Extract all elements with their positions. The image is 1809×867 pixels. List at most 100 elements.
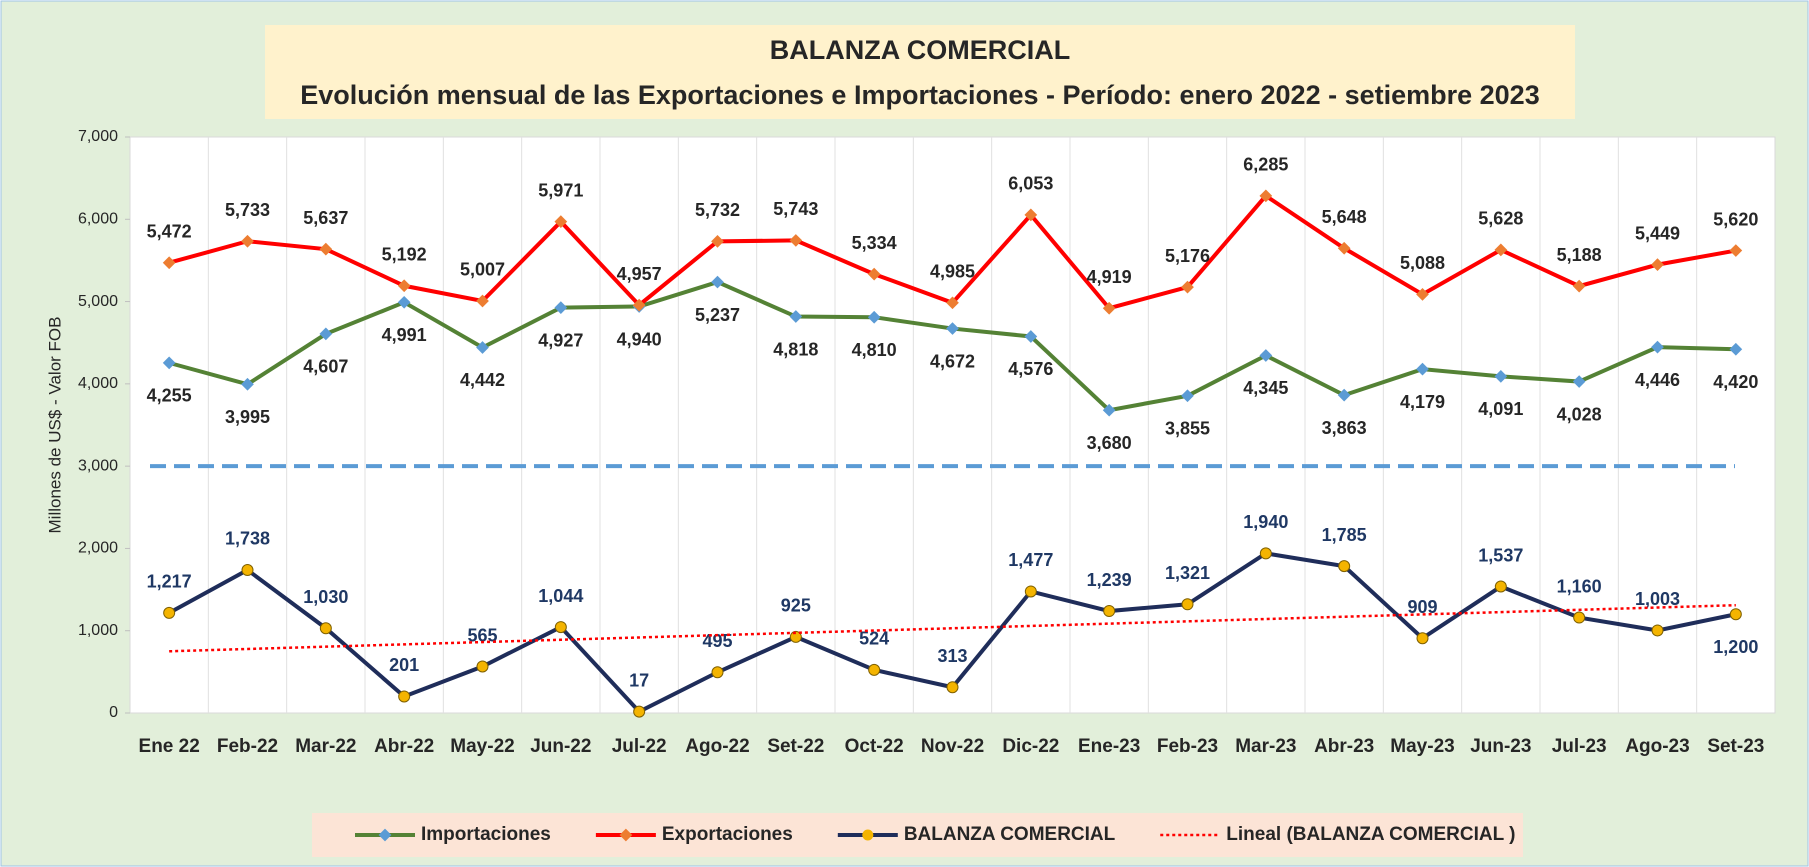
marker — [241, 563, 254, 576]
data-label: 1,217 — [147, 572, 192, 592]
data-label: 1,785 — [1322, 525, 1367, 545]
y-tick-label: 7,000 — [78, 128, 118, 145]
marker — [1573, 611, 1586, 624]
x-tick-label: Oct-22 — [845, 736, 904, 757]
marker — [1024, 585, 1037, 598]
data-label: 565 — [467, 625, 497, 645]
y-tick-label: 2,000 — [78, 540, 118, 557]
data-label: 5,007 — [460, 260, 505, 280]
x-tick-label: Ago-23 — [1625, 736, 1689, 757]
marker — [476, 294, 489, 308]
x-tick-label: Jul-22 — [612, 736, 667, 757]
data-label: 4,927 — [538, 330, 583, 350]
y-tick-label: 5,000 — [78, 293, 118, 310]
x-tick-label: May-23 — [1390, 736, 1454, 757]
data-label: 313 — [937, 646, 967, 666]
marker — [1181, 598, 1194, 611]
data-label: 1,537 — [1478, 545, 1523, 565]
x-tick-label: Jun-22 — [530, 736, 591, 757]
marker — [319, 327, 333, 341]
data-label: 5,088 — [1400, 253, 1445, 273]
data-label: 3,855 — [1165, 419, 1210, 439]
marker — [476, 660, 489, 673]
data-label: 5,334 — [852, 233, 897, 253]
data-label: 4,028 — [1557, 404, 1602, 424]
legend-label: Exportaciones — [662, 824, 793, 845]
x-tick-label: Feb-23 — [1157, 736, 1218, 757]
marker — [711, 666, 724, 679]
data-label: 4,818 — [773, 339, 818, 359]
marker — [1103, 605, 1116, 618]
data-label: 5,743 — [773, 199, 818, 219]
data-label: 1,160 — [1557, 576, 1602, 596]
marker — [241, 377, 254, 391]
data-label: 5,732 — [695, 200, 740, 220]
data-label: 4,576 — [1008, 359, 1053, 379]
marker — [241, 234, 254, 248]
data-label: 4,091 — [1478, 399, 1523, 419]
marker — [476, 341, 489, 354]
marker — [319, 622, 332, 635]
marker — [1259, 547, 1272, 560]
data-label: 6,053 — [1008, 174, 1053, 194]
y-tick-label: 0 — [109, 704, 118, 721]
data-label: 4,255 — [147, 386, 192, 406]
data-label: 1,738 — [225, 529, 270, 549]
x-tick-label: Ene-23 — [1078, 736, 1140, 757]
data-label: 1,940 — [1243, 512, 1288, 532]
data-label: 5,648 — [1322, 207, 1367, 227]
chart-title: BALANZA COMERCIAL — [770, 35, 1070, 65]
data-label: 4,442 — [460, 370, 505, 390]
data-label: 5,192 — [382, 245, 427, 265]
data-label: 909 — [1407, 597, 1437, 617]
data-label: 4,179 — [1400, 392, 1445, 412]
data-label: 1,003 — [1635, 589, 1680, 609]
data-label: 4,607 — [303, 357, 348, 377]
data-label: 4,991 — [382, 325, 427, 345]
data-label: 6,285 — [1243, 155, 1288, 175]
y-tick-label: 4,000 — [78, 375, 118, 392]
data-label: 3,680 — [1087, 433, 1132, 453]
x-tick-label: Set-23 — [1707, 736, 1764, 757]
data-label: 4,446 — [1635, 370, 1680, 390]
legend-label: Lineal (BALANZA COMERCIAL ) — [1226, 824, 1515, 845]
data-label: 5,971 — [538, 180, 583, 200]
y-axis-label: Millones de US$ - Valor FOB — [45, 317, 64, 534]
data-label: 4,957 — [617, 264, 662, 284]
x-tick-label: Mar-23 — [1235, 736, 1296, 757]
marker — [163, 606, 176, 619]
x-tick-label: Jun-23 — [1470, 736, 1531, 757]
x-tick-label: Ene 22 — [139, 736, 200, 757]
data-label: 17 — [629, 670, 649, 690]
data-label: 1,239 — [1087, 570, 1132, 590]
data-label: 4,810 — [852, 340, 897, 360]
marker — [397, 295, 411, 309]
data-label: 5,237 — [695, 305, 740, 325]
data-label: 4,985 — [930, 262, 975, 282]
chart-subtitle: Evolución mensual de las Exportaciones e… — [300, 80, 1539, 110]
marker — [1416, 632, 1429, 645]
data-label: 5,628 — [1478, 209, 1523, 229]
data-label: 5,188 — [1557, 245, 1602, 265]
title-box — [265, 25, 1575, 119]
data-label: 1,321 — [1165, 563, 1210, 583]
x-tick-label: Ago-22 — [685, 736, 749, 757]
data-label: 1,044 — [538, 586, 583, 606]
data-label: 925 — [781, 596, 811, 616]
marker — [1494, 580, 1507, 593]
data-label: 3,863 — [1322, 418, 1367, 438]
marker — [1651, 624, 1664, 637]
marker — [946, 681, 959, 694]
marker — [162, 356, 176, 370]
x-tick-label: Mar-22 — [295, 736, 356, 757]
plot-area — [129, 136, 1776, 714]
legend-label: BALANZA COMERCIAL — [904, 824, 1116, 845]
data-label: 1,477 — [1008, 550, 1053, 570]
data-label: 5,449 — [1635, 223, 1680, 243]
y-tick-label: 6,000 — [78, 211, 118, 228]
marker — [319, 242, 333, 256]
marker — [397, 279, 411, 293]
data-label: 201 — [389, 655, 419, 675]
legend-label: Importaciones — [421, 824, 551, 845]
marker — [1338, 560, 1351, 573]
